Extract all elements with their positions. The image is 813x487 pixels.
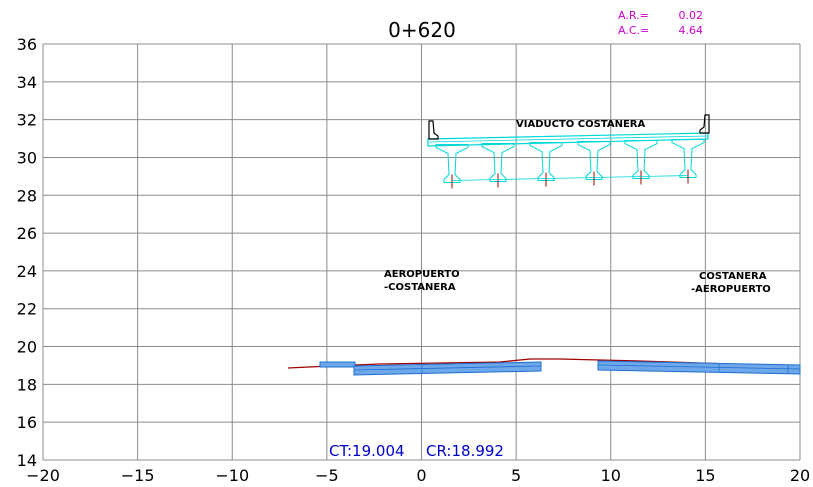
- x-tick-label: −10: [215, 466, 249, 485]
- y-tick-label: 24: [17, 262, 37, 281]
- grid-lines: [42, 43, 801, 461]
- left-road-label-line2: -COSTANERA: [384, 282, 456, 293]
- x-tick-label: 10: [601, 466, 621, 485]
- left-pavement: [319, 361, 542, 376]
- ar-value: 0.02: [679, 9, 704, 22]
- y-tick-label: 28: [17, 186, 37, 205]
- viaduct-structure: [427, 114, 710, 189]
- girder: [671, 139, 705, 179]
- ac-label: A.C.=: [618, 24, 649, 37]
- girder: [577, 141, 611, 181]
- x-tick-label: 15: [695, 466, 715, 485]
- x-tick-label: −15: [121, 466, 155, 485]
- ar-label: A.R.=: [618, 9, 649, 22]
- y-axis-ticks: 14 16 18 20 22 24 26 28 30 32 34 36: [17, 35, 37, 470]
- girder: [624, 140, 658, 180]
- x-tick-label: 20: [790, 466, 810, 485]
- girder: [529, 142, 563, 182]
- x-axis-ticks: −20 −15 −10 −5 0 5 10 15 20: [26, 466, 810, 485]
- y-tick-label: 18: [17, 375, 37, 394]
- x-tick-label: −5: [315, 466, 339, 485]
- left-parapet: [428, 120, 439, 140]
- y-tick-label: 20: [17, 338, 37, 357]
- y-tick-label: 32: [17, 111, 37, 130]
- y-tick-label: 22: [17, 300, 37, 319]
- y-tick-label: 30: [17, 148, 37, 167]
- y-tick-label: 14: [17, 451, 37, 470]
- girders: [435, 139, 705, 189]
- right-parapet: [699, 114, 710, 134]
- y-tick-label: 34: [17, 73, 37, 92]
- viaduct-label: VIADUCTO COSTANERA: [516, 119, 645, 130]
- x-tick-label: 0: [416, 466, 426, 485]
- cr-label: CR:18.992: [426, 442, 504, 460]
- y-tick-label: 36: [17, 35, 37, 54]
- right-road-label-line1: COSTANERA: [699, 271, 767, 282]
- girder-bottom-line: [451, 175, 689, 181]
- station-label: 0+620: [388, 18, 456, 42]
- right-pavement: [597, 360, 801, 375]
- y-tick-label: 16: [17, 413, 37, 432]
- x-tick-label: −20: [26, 466, 60, 485]
- ct-label: CT:19.004: [329, 442, 405, 460]
- right-road-label-line2: -AEROPUERTO: [691, 284, 771, 295]
- left-road-label-line1: AEROPUERTO: [384, 269, 460, 280]
- girder: [435, 143, 469, 183]
- y-tick-label: 26: [17, 224, 37, 243]
- x-tick-label: 5: [511, 466, 521, 485]
- girder: [481, 143, 515, 183]
- ac-value: 4.64: [679, 24, 704, 37]
